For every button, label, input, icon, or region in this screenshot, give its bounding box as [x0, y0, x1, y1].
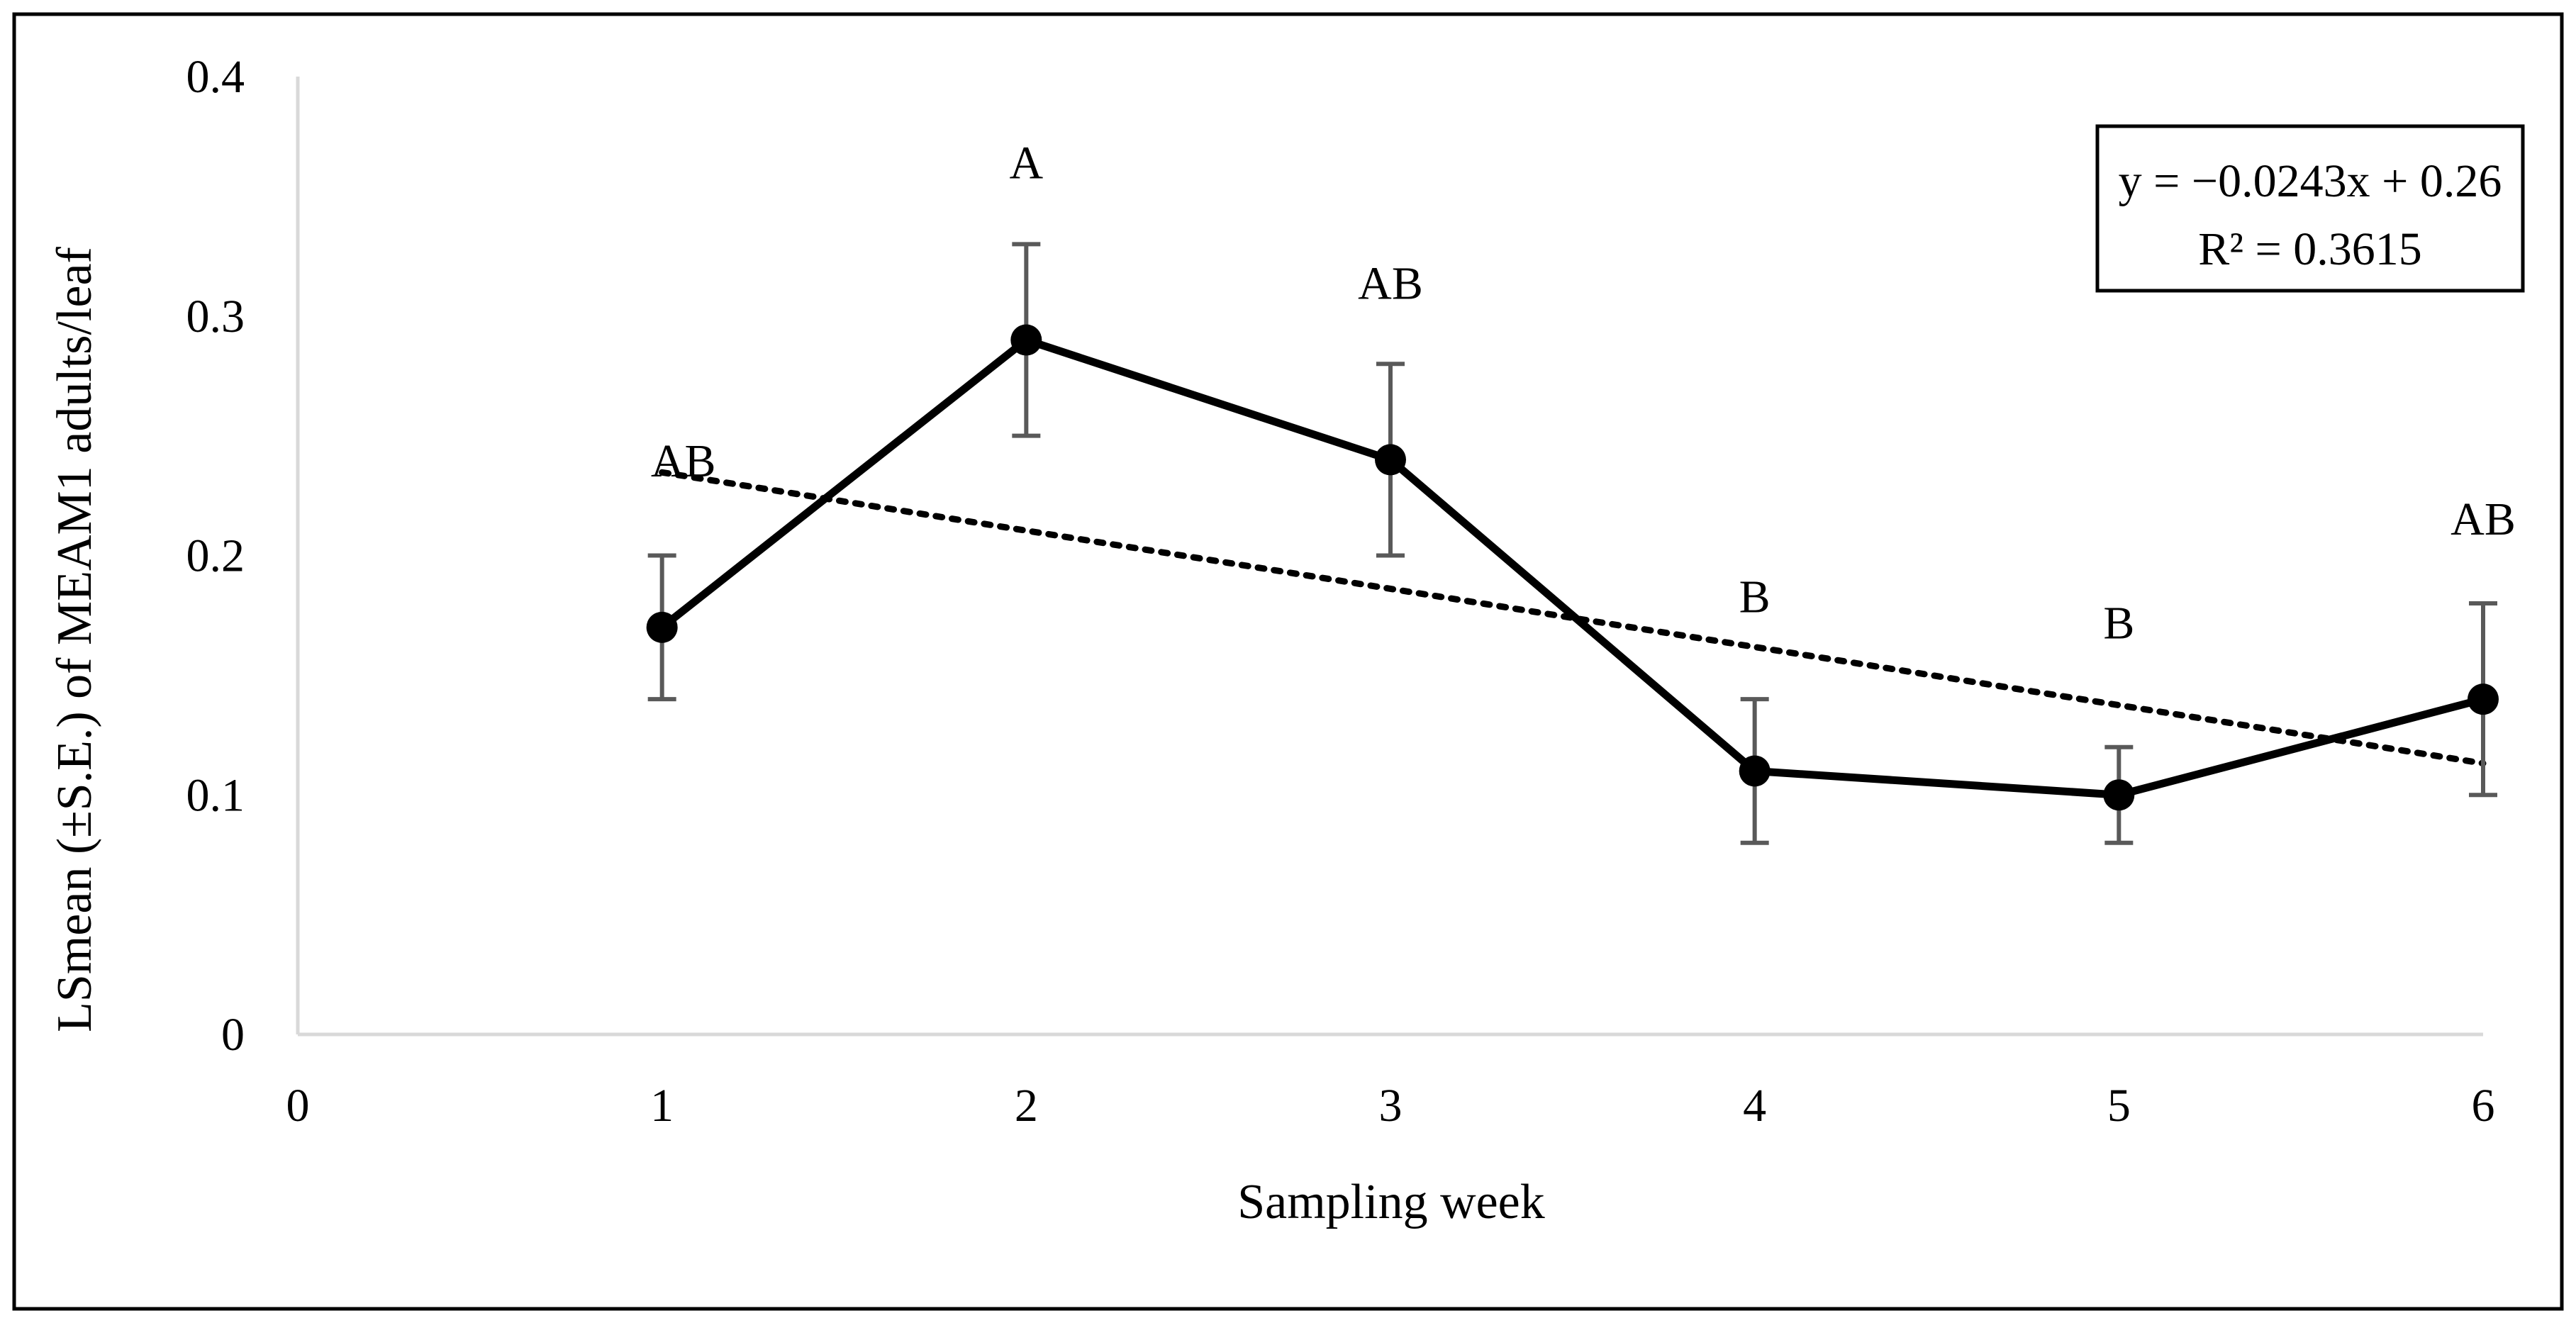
trendline-equation-box: y = −0.0243x + 0.26 R² = 0.3615: [2095, 124, 2525, 293]
y-tick-label: 0.4: [186, 51, 245, 103]
significance-letters: AB A AB B B AB: [651, 138, 2516, 649]
data-point: [1010, 324, 1042, 356]
data-point: [2103, 779, 2135, 811]
trendline-r2: R² = 0.3615: [2198, 223, 2422, 275]
series-line: [659, 336, 2485, 799]
data-point: [2468, 683, 2499, 715]
series-markers: [646, 324, 2499, 811]
significance-letter: AB: [2450, 493, 2516, 545]
significance-letter: AB: [1358, 257, 1423, 309]
x-tick-label: 4: [1743, 1080, 1766, 1132]
y-tick-labels: 0 0.1 0.2 0.3 0.4: [186, 51, 245, 1061]
trendline-equation: y = −0.0243x + 0.26: [2119, 155, 2502, 207]
significance-letter: B: [2103, 597, 2134, 649]
x-tick-label: 0: [286, 1080, 310, 1132]
x-tick-labels: 0 1 2 3 4 5 6: [286, 1080, 2495, 1132]
data-point: [646, 611, 678, 643]
significance-letter: B: [1739, 571, 1771, 623]
y-tick-label: 0.3: [186, 291, 245, 342]
data-point: [1375, 444, 1406, 476]
y-tick-label: 0.1: [186, 769, 245, 821]
equation-box-border: [2095, 124, 2525, 293]
x-tick-label: 3: [1379, 1080, 1403, 1132]
significance-letter: A: [1009, 138, 1043, 189]
y-axis-title: LSmean (±S.E.) of MEAM1 adults/leaf: [48, 246, 102, 1032]
significance-letter: AB: [651, 435, 716, 487]
x-axis-title: Sampling week: [1237, 1175, 1545, 1229]
x-tick-label: 5: [2107, 1080, 2131, 1132]
x-tick-label: 1: [650, 1080, 674, 1132]
y-tick-label: 0: [221, 1009, 245, 1061]
x-tick-label: 2: [1015, 1080, 1038, 1132]
data-point: [1739, 755, 1771, 787]
y-tick-label: 0.2: [186, 530, 245, 582]
x-tick-label: 6: [2472, 1080, 2495, 1132]
